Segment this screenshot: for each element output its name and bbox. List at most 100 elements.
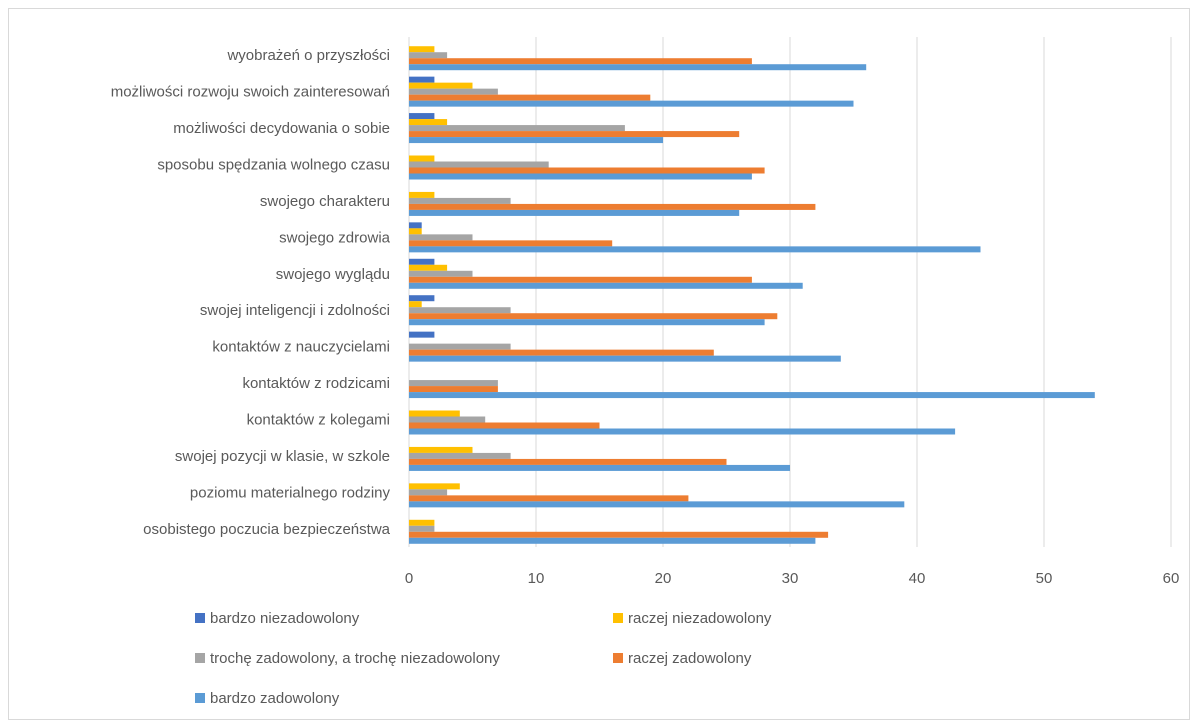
bar <box>409 428 956 435</box>
bar <box>409 246 981 253</box>
bar-groups <box>409 46 1095 544</box>
x-tick-label: 40 <box>909 570 926 587</box>
bar <box>409 519 435 526</box>
bar <box>409 331 435 338</box>
bar-group <box>409 483 905 508</box>
bar-group <box>409 222 981 253</box>
bar-group <box>409 113 740 144</box>
legend-label: raczej niezadowolony <box>628 610 772 627</box>
legend-item: raczej zadowolony <box>613 650 752 667</box>
bar <box>409 240 613 247</box>
bar <box>409 270 473 277</box>
bar-group <box>409 446 790 471</box>
bar <box>409 531 829 538</box>
bar-group <box>409 155 765 180</box>
bar <box>409 495 689 502</box>
legend-swatch <box>195 613 205 623</box>
legend-swatch <box>613 613 623 623</box>
bar <box>409 119 448 126</box>
category-label: poziomu materialnego rodziny <box>190 484 391 501</box>
x-tick-labels: 0 10 20 30 40 50 60 <box>405 570 1180 587</box>
legend-swatch <box>195 693 205 703</box>
category-label: swojego wyglądu <box>276 266 390 283</box>
x-tick-label: 60 <box>1163 570 1180 587</box>
bar <box>409 422 600 429</box>
bar <box>409 52 448 59</box>
bar <box>409 355 841 362</box>
bar <box>409 458 727 465</box>
bar <box>409 100 854 107</box>
legend-label: bardzo niezadowolony <box>210 610 360 627</box>
category-label: kontaktów z rodzicami <box>242 375 390 392</box>
bar <box>409 489 448 496</box>
legend-label: trochę zadowolony, a trochę niezadowolon… <box>210 650 500 667</box>
legend: bardzo niezadowolony raczej niezadowolony… <box>195 610 772 707</box>
category-label: wyobrażeń o przyszłości <box>226 47 390 64</box>
bar <box>409 276 752 283</box>
bar <box>409 452 511 459</box>
bar <box>409 161 549 168</box>
category-label: możliwości rozwoju swoich zainteresowań <box>111 84 390 101</box>
legend-item: trochę zadowolony, a trochę niezadowolon… <box>195 650 500 667</box>
bar <box>409 94 651 101</box>
bar-group <box>409 191 816 216</box>
bar-group <box>409 410 956 435</box>
bar <box>409 46 435 53</box>
bar <box>409 295 435 302</box>
legend-swatch <box>195 653 205 663</box>
category-label: swojego charakteru <box>260 193 390 210</box>
category-label: osobistego poczucia bezpieczeństwa <box>143 521 390 538</box>
bar-group <box>409 519 829 544</box>
bar-group <box>409 380 1095 399</box>
bar <box>409 380 498 387</box>
category-label: kontaktów z kolegami <box>247 412 390 429</box>
category-label: kontaktów z nauczycielami <box>212 339 390 356</box>
category-label: swojej pozycji w klasie, w szkole <box>175 448 390 465</box>
bar <box>409 167 765 174</box>
bar <box>409 264 448 271</box>
bar <box>409 155 435 162</box>
legend-item: bardzo zadowolony <box>195 690 340 707</box>
legend-label: bardzo zadowolony <box>210 690 340 707</box>
bar <box>409 58 752 65</box>
category-label: sposobu spędzania wolnego czasu <box>157 157 390 174</box>
bar-group <box>409 258 803 289</box>
bar <box>409 64 867 71</box>
bar <box>409 525 435 532</box>
bar <box>409 386 498 393</box>
bar <box>409 416 486 423</box>
bar <box>409 209 740 216</box>
bar <box>409 82 473 89</box>
bar <box>409 301 422 308</box>
bar <box>409 191 435 198</box>
bar-group <box>409 331 841 362</box>
legend-item: raczej niezadowolony <box>613 610 772 627</box>
bar <box>409 125 625 132</box>
bar <box>409 203 816 210</box>
bar <box>409 131 740 138</box>
bar <box>409 113 435 120</box>
bar <box>409 173 752 180</box>
bar <box>409 258 435 265</box>
x-tick-label: 10 <box>528 570 545 587</box>
bar <box>409 343 511 350</box>
bar <box>409 537 816 544</box>
bar-group <box>409 295 778 326</box>
legend-item: bardzo niezadowolony <box>195 610 360 627</box>
bar <box>409 307 511 314</box>
bar <box>409 222 422 229</box>
bar <box>409 410 460 417</box>
bar <box>409 349 714 356</box>
bar <box>409 464 790 471</box>
bar <box>409 501 905 508</box>
x-tick-label: 20 <box>655 570 672 587</box>
bar <box>409 197 511 204</box>
x-tick-label: 30 <box>782 570 799 587</box>
bar <box>409 392 1095 399</box>
bar <box>409 76 435 83</box>
bar <box>409 319 765 326</box>
bar <box>409 282 803 289</box>
bar-group <box>409 46 867 71</box>
bar <box>409 137 663 144</box>
